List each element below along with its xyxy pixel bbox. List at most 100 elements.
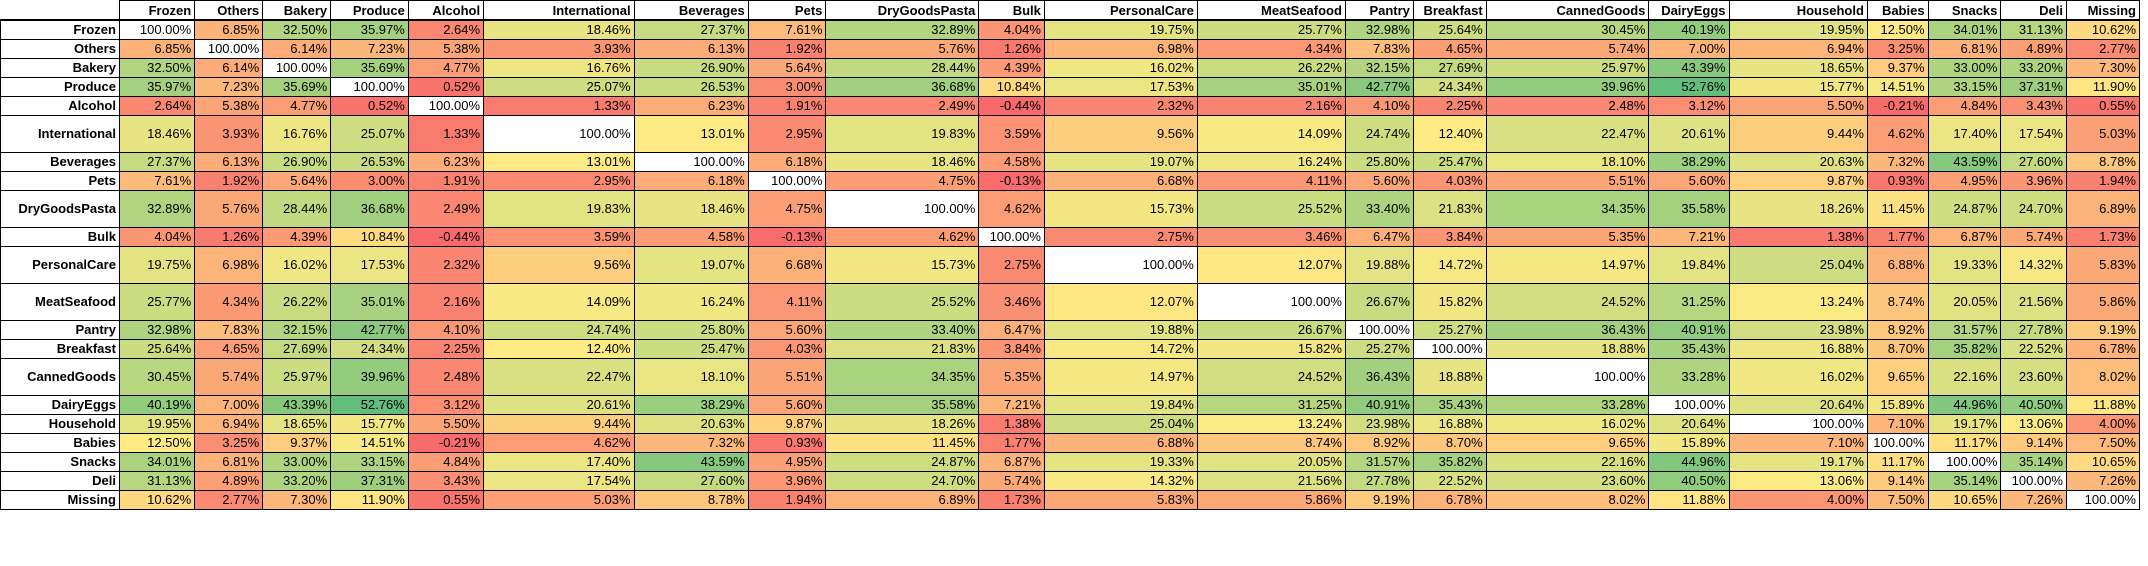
heatmap-cell: 23.98% <box>1728 319 1868 340</box>
row-header: DryGoodsPasta <box>0 189 120 228</box>
column-header: Bakery <box>262 0 332 21</box>
heatmap-cell: 11.17% <box>1927 432 2002 453</box>
heatmap-cell: 6.98% <box>1043 38 1198 59</box>
heatmap-cell: 43.39% <box>1648 57 1730 78</box>
heatmap-cell: 25.77% <box>118 282 196 321</box>
heatmap-cell: 5.76% <box>194 189 264 228</box>
heatmap-cell: 52.76% <box>1648 76 1730 97</box>
heatmap-cell: 26.90% <box>633 57 749 78</box>
heatmap-cell: 1.91% <box>407 170 485 191</box>
heatmap-cell: 20.64% <box>1648 413 1730 434</box>
heatmap-cell: 100.00% <box>118 19 196 40</box>
heatmap-cell: 3.59% <box>978 114 1045 153</box>
heatmap-cell: 100.00% <box>1043 245 1198 284</box>
heatmap-cell: 16.88% <box>1412 413 1487 434</box>
heatmap-cell: 4.65% <box>1412 38 1487 59</box>
heatmap-cell: 9.37% <box>1866 57 1929 78</box>
heatmap-cell: 6.68% <box>747 245 827 284</box>
heatmap-cell: 100.00% <box>747 170 827 191</box>
row-header: DairyEggs <box>0 394 120 415</box>
heatmap-cell: 0.52% <box>407 76 485 97</box>
heatmap-cell: 17.53% <box>330 245 409 284</box>
heatmap-cell: 24.34% <box>1412 76 1487 97</box>
heatmap-cell: 4.39% <box>978 57 1045 78</box>
table-row: Frozen 100.00% 6.85% 32.50% 35.97% 2.64% 18.46… <box>0 19 2141 40</box>
heatmap-cell: 9.44% <box>1728 114 1868 153</box>
heatmap-cell: 24.87% <box>1927 189 2002 228</box>
heatmap-cell: 100.00% <box>1196 282 1346 321</box>
heatmap-cell: 8.74% <box>1866 282 1929 321</box>
heatmap-cell: 6.78% <box>1412 489 1487 510</box>
heatmap-cell: 3.00% <box>747 76 827 97</box>
heatmap-cell: 27.78% <box>1344 470 1414 491</box>
heatmap-cell: 37.31% <box>2000 76 2067 97</box>
heatmap-cell: 4.00% <box>2065 413 2141 434</box>
heatmap-cell: 4.58% <box>633 226 749 247</box>
heatmap-cell: 5.86% <box>2065 282 2141 321</box>
heatmap-cell: 31.13% <box>118 470 196 491</box>
column-header: Missing <box>2065 0 2141 21</box>
heatmap-cell: 9.56% <box>483 245 635 284</box>
heatmap-cell: 4.11% <box>747 282 827 321</box>
heatmap-cell: 35.43% <box>1648 338 1730 359</box>
heatmap-cell: 5.60% <box>747 394 827 415</box>
heatmap-cell: 5.51% <box>1485 170 1650 191</box>
heatmap-cell: 3.43% <box>407 470 485 491</box>
heatmap-cell: 1.94% <box>2065 170 2141 191</box>
heatmap-cell: 4.11% <box>1196 170 1346 191</box>
heatmap-cell: 40.19% <box>118 394 196 415</box>
heatmap-cell: 15.77% <box>330 413 409 434</box>
heatmap-cell: 33.15% <box>330 451 409 472</box>
heatmap-cell: 27.37% <box>118 151 196 172</box>
heatmap-cell: 100.00% <box>1648 394 1730 415</box>
heatmap-cell: 13.06% <box>2000 413 2067 434</box>
table-row: Deli 31.13% 4.89% 33.20% 37.31% 3.43% 17.54% 27… <box>0 470 2141 491</box>
heatmap-cell: 33.40% <box>1344 189 1414 228</box>
heatmap-cell: 18.10% <box>633 357 749 396</box>
heatmap-cell: 38.29% <box>633 394 749 415</box>
heatmap-cell: 5.60% <box>747 319 827 340</box>
heatmap-cell: 10.84% <box>330 226 409 247</box>
table-row: Household 19.95% 6.94% 18.65% 15.77% 5.50% 9.4… <box>0 413 2141 434</box>
table-row: Babies 12.50% 3.25% 9.37% 14.51% -0.21% 4.62% 7… <box>0 432 2141 453</box>
heatmap-cell: 5.51% <box>747 357 827 396</box>
heatmap-cell: 100.00% <box>1485 357 1650 396</box>
heatmap-cell: 11.90% <box>2065 76 2141 97</box>
heatmap-cell: -0.44% <box>407 226 485 247</box>
heatmap-cell: 32.98% <box>1344 19 1414 40</box>
heatmap-cell: 33.00% <box>262 451 332 472</box>
heatmap-cell: 4.89% <box>2000 38 2067 59</box>
table-row: Missing 10.62% 2.77% 7.30% 11.90% 0.55% 5.03% 8… <box>0 489 2141 510</box>
heatmap-cell: 35.97% <box>330 19 409 40</box>
heatmap-cell: 32.15% <box>1344 57 1414 78</box>
heatmap-cell: 16.24% <box>633 282 749 321</box>
heatmap-cell: 7.26% <box>2000 489 2067 510</box>
heatmap-cell: 40.50% <box>2000 394 2067 415</box>
heatmap-cell: 37.31% <box>330 470 409 491</box>
heatmap-cell: 6.81% <box>1927 38 2002 59</box>
heatmap-cell: 3.59% <box>483 226 635 247</box>
heatmap-cell: 5.83% <box>1043 489 1198 510</box>
heatmap-cell: 9.87% <box>747 413 827 434</box>
row-header: Pets <box>0 170 120 191</box>
row-header: Deli <box>0 470 120 491</box>
row-header: Produce <box>0 76 120 97</box>
heatmap-cell: 24.87% <box>825 451 980 472</box>
heatmap-cell: 5.76% <box>825 38 980 59</box>
heatmap-cell: 100.00% <box>2065 489 2141 510</box>
heatmap-cell: 13.24% <box>1728 282 1868 321</box>
heatmap-cell: 26.53% <box>633 76 749 97</box>
heatmap-cell: 8.02% <box>2065 357 2141 396</box>
heatmap-cell: 4.34% <box>1196 38 1346 59</box>
heatmap-cell: 6.94% <box>194 413 264 434</box>
heatmap-cell: 3.96% <box>2000 170 2067 191</box>
heatmap-cell: 5.50% <box>1728 95 1868 116</box>
row-header: Missing <box>0 489 120 510</box>
heatmap-cell: 19.17% <box>1728 451 1868 472</box>
heatmap-cell: 19.17% <box>1927 413 2002 434</box>
heatmap-cell: 14.72% <box>1412 245 1487 284</box>
heatmap-cell: 6.47% <box>978 319 1045 340</box>
heatmap-cell: 18.88% <box>1485 338 1650 359</box>
heatmap-cell: 8.78% <box>2065 151 2141 172</box>
heatmap-cell: 5.38% <box>407 38 485 59</box>
